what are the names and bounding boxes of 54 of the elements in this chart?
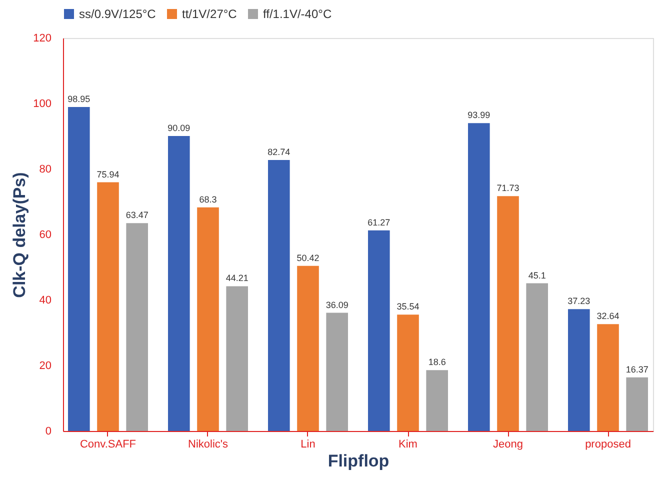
data-label: 98.95: [68, 94, 90, 104]
data-label: 44.21: [226, 273, 248, 284]
y-tick-label: 100: [33, 98, 52, 110]
data-label: 68.3: [199, 194, 217, 204]
x-tick-label: Kim: [398, 438, 418, 450]
y-tick-label: 0: [45, 426, 52, 438]
y-tick-label: 120: [33, 32, 52, 44]
bar: [226, 286, 248, 431]
bar: [468, 123, 490, 431]
legend-label: tt/1V/27°C: [182, 7, 238, 21]
y-tick-label: 60: [39, 229, 52, 241]
bar: [126, 223, 148, 431]
bar: [626, 377, 648, 431]
data-label: 75.94: [96, 169, 120, 180]
y-tick-label: 80: [39, 164, 52, 176]
bar: [297, 266, 319, 431]
data-label: 82.74: [268, 147, 290, 158]
data-label: 35.54: [396, 302, 420, 312]
x-axis-title: Flipflop: [328, 452, 390, 470]
data-label: 16.37: [626, 364, 648, 374]
data-label: 61.27: [368, 217, 390, 228]
bar: [568, 309, 590, 431]
data-label: 18.6: [428, 357, 446, 368]
bar: [368, 230, 390, 431]
x-tick-label: proposed: [585, 438, 631, 450]
bar: [597, 324, 619, 431]
bar: [68, 106, 90, 431]
bar: [268, 160, 290, 431]
data-label: 71.73: [496, 183, 520, 194]
y-tick-label: 20: [39, 360, 52, 372]
data-label: 93.99: [468, 110, 490, 120]
y-tick-label: 40: [39, 294, 52, 306]
data-label: 90.09: [168, 122, 190, 133]
bar: [197, 207, 219, 431]
bar: [526, 283, 548, 431]
y-axis-title: Clk-Q delay(Ps): [10, 172, 30, 298]
data-label: 36.09: [326, 300, 348, 310]
data-label: 63.47: [126, 210, 148, 220]
bar: [326, 312, 348, 431]
bar: [397, 314, 419, 431]
bar: [168, 136, 190, 431]
data-label: 32.64: [596, 311, 620, 322]
bar: [97, 182, 119, 431]
data-label: 37.23: [568, 296, 590, 306]
data-label: 50.42: [296, 252, 320, 263]
x-tick-label: Jeong: [493, 438, 523, 450]
data-label: 45.1: [528, 270, 546, 280]
bar: [497, 196, 519, 431]
bar: [426, 370, 448, 431]
x-tick-label: Nikolic's: [188, 438, 228, 450]
x-tick-label: Conv.SAFF: [80, 438, 136, 450]
legend-label: ff/1.1V/-40°C: [263, 7, 332, 21]
legend-label: ss/0.9V/125°C: [79, 7, 156, 21]
x-tick-label: Lin: [300, 438, 316, 450]
